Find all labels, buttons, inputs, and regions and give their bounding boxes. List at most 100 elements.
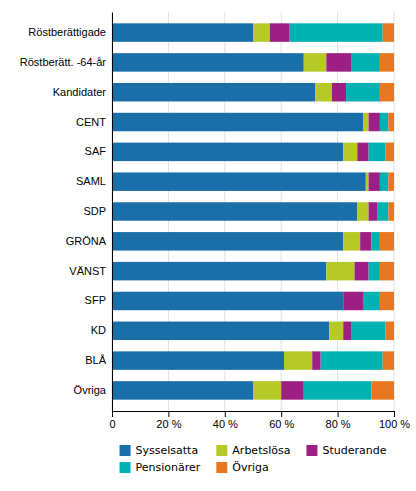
x-tick-label: 100 % — [379, 418, 410, 430]
bar-segment — [388, 202, 394, 220]
bar-segment — [281, 381, 304, 399]
bar-segment — [112, 23, 253, 41]
legend-item: Studerande — [306, 444, 386, 457]
legend-item: Pensionärer — [120, 461, 201, 474]
x-tick-label: 40 % — [213, 418, 238, 430]
x-tick-mark — [225, 411, 226, 417]
x-tick-label: 60 % — [269, 418, 294, 430]
bar-segment — [112, 143, 343, 161]
bar-segment — [343, 292, 363, 310]
bar-segment — [112, 351, 284, 369]
legend-label: Pensionärer — [136, 461, 201, 474]
bar-segment — [388, 113, 394, 131]
y-tick: KD — [91, 324, 112, 336]
y-tick: Röstberättigade — [28, 26, 112, 38]
legend-swatch — [120, 462, 131, 473]
bar-segment — [112, 322, 329, 340]
x-tick-label: 80 % — [326, 418, 351, 430]
y-tick: SAML — [76, 175, 112, 187]
y-tick-label: CENT — [76, 116, 106, 128]
x-axis: 0 20 % 40 % 60 % 80 % 100 % — [109, 411, 410, 430]
x-tick: 20 % — [156, 411, 181, 430]
x-tick-mark — [394, 411, 395, 417]
bar-segment — [112, 262, 326, 280]
bar-segment — [290, 23, 383, 41]
legend: Sysselsatta Arbetslösa Studerande Pensionär… — [120, 444, 387, 474]
bar-segment — [371, 381, 394, 399]
y-tick-label: Kandidater — [53, 86, 107, 98]
bar-segment — [369, 143, 386, 161]
series — [371, 23, 394, 399]
x-tick: 60 % — [269, 411, 294, 430]
x-tick-mark — [281, 411, 282, 417]
bar-segment — [321, 351, 383, 369]
series — [290, 23, 389, 399]
legend-label: Sysselsatta — [136, 444, 199, 457]
y-tick: GRÖNA — [66, 235, 112, 247]
bar-segment — [329, 322, 343, 340]
bar-segment — [112, 292, 343, 310]
grid — [112, 12, 394, 411]
bar-segment — [380, 113, 388, 131]
bar-segment — [363, 113, 369, 131]
y-tick-label: SFP — [85, 294, 106, 306]
bar-segment — [371, 232, 379, 250]
y-tick-label: Röstberätt. -64-år — [20, 56, 107, 68]
series — [270, 23, 380, 399]
bar-segment — [388, 172, 394, 190]
legend-label: Studerande — [322, 444, 386, 457]
y-tick: Röstberätt. -64-år — [20, 56, 112, 68]
bar-segment — [369, 113, 380, 131]
y-tick: VÄNST — [69, 265, 112, 277]
bar-segment — [112, 381, 253, 399]
bar-segment — [377, 202, 388, 220]
bar-segment — [343, 322, 351, 340]
bar-segment — [253, 381, 281, 399]
bar-segment — [383, 351, 394, 369]
y-tick-label: Övriga — [74, 384, 107, 396]
bar-segment — [355, 262, 369, 280]
bar-segment — [352, 322, 386, 340]
bar-segment — [253, 23, 270, 41]
y-tick-label: SAF — [85, 145, 107, 157]
x-tick-mark — [112, 411, 113, 417]
legend-swatch — [306, 445, 317, 456]
legend-item: Arbetslösa — [216, 444, 290, 457]
bar-segment — [386, 322, 394, 340]
legend-swatch — [216, 462, 227, 473]
bar-segment — [112, 53, 304, 71]
bar-segment — [112, 113, 363, 131]
y-tick-label: SAML — [76, 175, 106, 187]
bar-segment — [383, 23, 394, 41]
plot: 020 %40 %60 %80 %100 %RöstberättigadeRös… — [20, 12, 411, 430]
bar-segment — [343, 232, 360, 250]
bar-segment — [380, 292, 394, 310]
bar-segment — [386, 143, 394, 161]
legend-item: Sysselsatta — [120, 444, 199, 457]
y-tick: SAF — [85, 145, 112, 157]
bar-segment — [369, 172, 380, 190]
x-tick: 100 % — [379, 411, 410, 430]
bar-segment — [357, 143, 368, 161]
grid-line — [112, 12, 113, 411]
bars — [112, 23, 394, 399]
bar-segment — [360, 232, 371, 250]
y-tick: SFP — [85, 294, 112, 306]
y-tick-label: VÄNST — [69, 265, 106, 277]
series — [253, 23, 369, 399]
y-tick-label: Röstberättigade — [28, 26, 106, 38]
y-tick-label: BLÅ — [85, 354, 106, 366]
bar-segment — [380, 83, 394, 101]
bar-segment — [304, 381, 372, 399]
y-axis: Röstberättigade Röstberätt. -64-år Kandida… — [20, 13, 113, 412]
bar-segment — [346, 83, 380, 101]
x-axis-line — [113, 412, 395, 418]
bar-segment — [270, 23, 290, 41]
y-axis-line — [112, 13, 113, 412]
y-tick-label: GRÖNA — [66, 235, 107, 247]
x-tick-label: 0 — [109, 418, 115, 430]
y-tick: SDP — [83, 205, 112, 217]
legend-item: Övriga — [216, 461, 268, 474]
y-tick-label: SDP — [83, 205, 106, 217]
y-tick: BLÅ — [85, 354, 112, 366]
